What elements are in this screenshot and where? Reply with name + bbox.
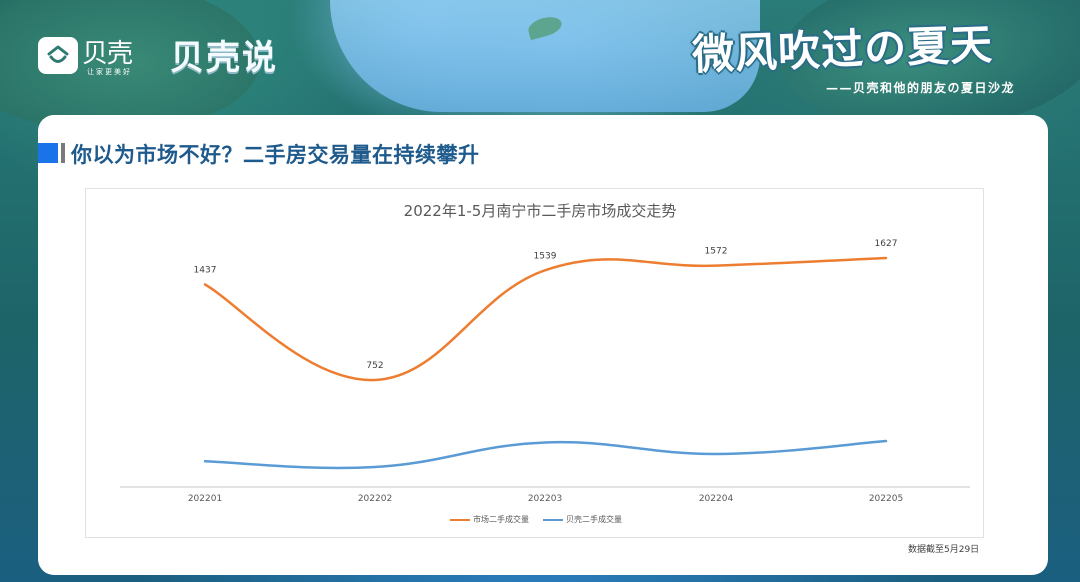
x-axis-tick-label: 202205	[869, 494, 903, 504]
legend-label: 市场二手成交量	[473, 515, 529, 524]
data-label: 752	[366, 361, 383, 371]
brand-slogan: 让家更美好	[87, 68, 132, 76]
section-title: 你以为市场不好？二手房交易量在持续攀升	[71, 143, 480, 167]
legend-item-beike: 贝壳二手成交量	[543, 514, 622, 525]
section-marker-gray	[61, 143, 65, 163]
chart-legend: 市场二手成交量 贝壳二手成交量	[0, 514, 1076, 525]
event-subtitle: ——贝壳和他的朋友の夏日沙龙	[826, 81, 1016, 95]
series-market-line	[203, 256, 888, 382]
series-beike-line	[203, 439, 888, 470]
x-axis-tick-label: 202201	[188, 494, 222, 504]
chart-title: 2022年1-5月南宁市二手房市场成交走势	[403, 202, 677, 220]
legend-swatch-blue	[543, 518, 563, 521]
data-label: 1437	[194, 265, 217, 275]
x-axis-tick-label: 202204	[699, 494, 734, 504]
legend-item-market: 市场二手成交量	[450, 514, 529, 525]
data-label: 1539	[534, 251, 557, 261]
x-axis-tick-label: 202202	[358, 494, 392, 504]
legend-label: 贝壳二手成交量	[566, 515, 622, 524]
beike-house-logo-icon	[38, 37, 78, 74]
brand-name: 贝壳	[82, 39, 133, 69]
section-marker-blue	[38, 143, 58, 163]
data-label: 1572	[705, 247, 728, 257]
data-label: 1627	[875, 239, 898, 249]
data-footnote: 数据截至5月29日	[908, 545, 980, 555]
legend-swatch-orange	[450, 518, 470, 521]
x-axis-tick-label: 202203	[528, 494, 562, 504]
brand-column-title: 贝壳说	[170, 38, 278, 78]
chart-frame	[85, 188, 984, 538]
